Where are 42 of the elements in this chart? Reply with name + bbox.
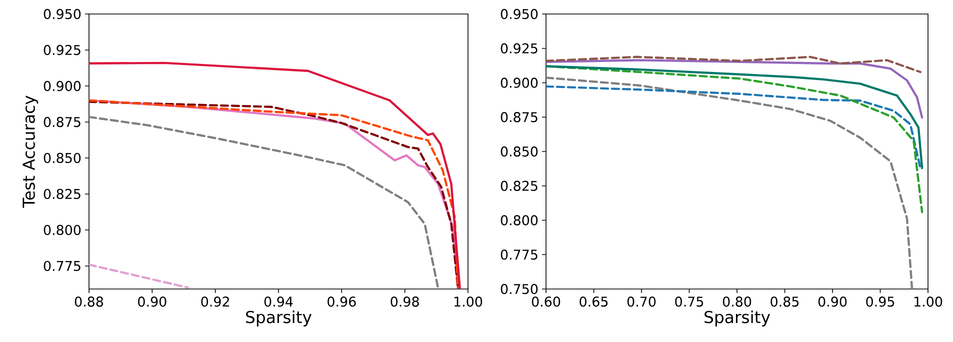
x-tick-label: 0.95 (866, 296, 894, 307)
y-tick-label: 0.850 (500, 146, 538, 157)
line-series (546, 85, 922, 170)
y-tick-label: 0.800 (44, 224, 81, 236)
x-tick-label: 0.70 (627, 296, 656, 307)
y-tick-label: 0.875 (44, 116, 80, 128)
line-series (546, 76, 914, 289)
x-tick-label: 0.85 (770, 296, 799, 307)
x-axis-title: Sparsity (246, 310, 312, 326)
y-tick-label: 0.925 (44, 44, 80, 56)
y-tick-label: 0.900 (44, 80, 81, 92)
y-tick-label: 0.775 (500, 250, 538, 260)
x-tick-label: 1.00 (914, 296, 942, 307)
x-tick-label: 1.00 (454, 296, 482, 307)
x-tick-label: 0.65 (580, 296, 608, 307)
x-tick-label: 0.88 (74, 296, 104, 307)
y-axis-title: Test Accuracy (22, 96, 38, 208)
y-tick-label: 0.875 (500, 112, 538, 122)
y-tick-label: 0.950 (44, 8, 81, 20)
x-tick-label: 0.96 (328, 296, 356, 307)
x-tick-label: 0.94 (264, 296, 293, 307)
y-tick-label: 0.900 (500, 78, 538, 88)
line-series (546, 65, 924, 170)
x-tick-label: 0.80 (722, 296, 752, 307)
y-tick-label: 0.800 (500, 215, 538, 226)
y-tick-label: 0.950 (500, 8, 538, 20)
x-tick-label: 0.90 (818, 296, 847, 307)
y-tick-label: 0.850 (44, 152, 81, 164)
y-tick-label: 0.750 (500, 284, 538, 294)
y-tick-label: 0.825 (44, 188, 80, 200)
x-axis-title: Sparsity (704, 310, 770, 326)
x-tick-label: 0.60 (532, 296, 560, 307)
line-series (546, 59, 924, 119)
x-tick-label: 0.98 (390, 296, 419, 307)
line-series (89, 62, 461, 289)
y-tick-label: 0.825 (500, 180, 538, 191)
line-series (546, 56, 922, 74)
y-tick-label: 0.775 (44, 260, 80, 272)
x-tick-label: 0.90 (138, 296, 166, 307)
x-tick-label: 0.92 (201, 296, 229, 307)
y-tick-label: 0.925 (500, 43, 538, 54)
x-tick-label: 0.75 (675, 296, 704, 307)
